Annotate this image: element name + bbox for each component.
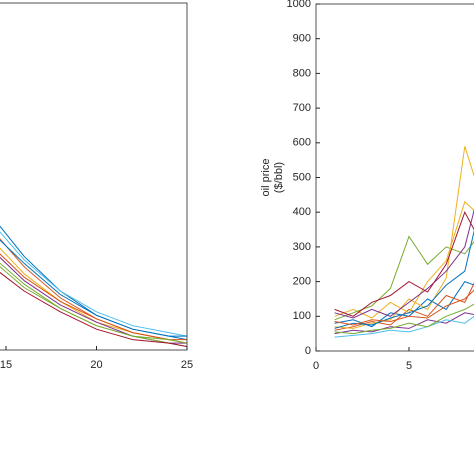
y-tick-label: 500 [293, 171, 311, 183]
x-tick-label: 25 [181, 359, 193, 371]
series-line [334, 229, 474, 329]
y-tick-label: 400 [293, 206, 311, 218]
y-tick-label: 600 [293, 137, 311, 149]
y-tick-label: 700 [293, 102, 311, 114]
y-tick-label: 100 [293, 310, 311, 322]
y-tick-label: 0 [305, 345, 311, 357]
y-tick-label: 900 [293, 33, 311, 45]
x-tick-label: 15 [0, 359, 12, 371]
y-tick-label: 200 [293, 276, 311, 288]
series-line [0, 266, 187, 344]
series-line [334, 315, 474, 338]
axes-box [315, 3, 474, 352]
series-line [0, 238, 187, 344]
x-tick-label: 0 [313, 360, 319, 372]
y-axis-label: oil price [260, 159, 272, 197]
series-line [334, 200, 474, 319]
series-line [334, 289, 474, 326]
x-tick-label: 20 [90, 359, 102, 371]
series-line [334, 208, 474, 319]
series-line [0, 239, 187, 337]
series-line [0, 253, 187, 341]
series-line [334, 146, 474, 329]
series-line [0, 231, 187, 337]
x-tick-label: 5 [406, 360, 412, 372]
axes-box [0, 2, 188, 351]
y-tick-label: 1000 [287, 0, 311, 10]
y-tick-label: 800 [293, 67, 311, 79]
y-tick-label: 300 [293, 241, 311, 253]
series-line [334, 312, 474, 335]
series-line [334, 210, 474, 317]
series-line [0, 271, 187, 347]
series-line [334, 303, 474, 335]
y-axis-label: ($/bbl) [273, 162, 285, 193]
series-line [334, 282, 474, 331]
plot-area [0, 225, 187, 347]
plot-area [334, 146, 474, 338]
series-line [334, 235, 474, 321]
